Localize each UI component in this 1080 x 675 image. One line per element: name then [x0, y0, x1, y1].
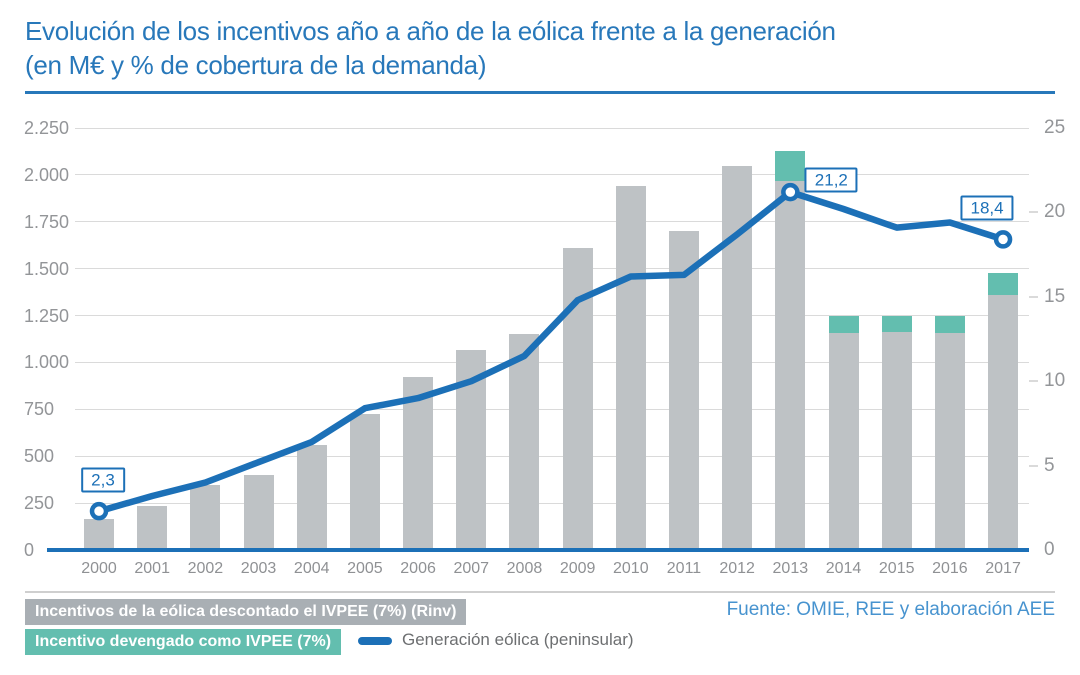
right-axis-label: 15 — [1044, 285, 1066, 307]
bar-gray-2001 — [137, 505, 168, 550]
bar-gray-2002 — [190, 485, 221, 550]
bar-gray-2005 — [349, 414, 380, 550]
bar-teal-2016 — [934, 315, 965, 334]
x-axis-line — [47, 548, 1029, 552]
line-marker-2000 — [89, 501, 109, 521]
left-axis-label: 1.500 — [24, 258, 70, 279]
bar-gray-2010 — [615, 186, 646, 550]
left-axis-label: 1.250 — [24, 305, 70, 326]
x-axis-label-2014: 2014 — [825, 560, 862, 577]
bar-gray-2006 — [403, 377, 434, 550]
right-axis-label: 20 — [1044, 201, 1066, 223]
line-legend-label: Generación eólica (peninsular) — [402, 630, 634, 649]
chart-title-line-1: Evolución de los incentivos año a año de… — [25, 16, 836, 46]
x-axis-label-2012: 2012 — [719, 560, 755, 577]
x-axis-label-2008: 2008 — [506, 560, 543, 577]
x-axis-label-2003: 2003 — [240, 560, 277, 577]
callout-2017: 18,4 — [960, 195, 1014, 221]
right-axis-label: 5 — [1044, 454, 1055, 476]
left-axis-label: 2.000 — [24, 164, 70, 185]
line-marker-2017 — [993, 230, 1013, 249]
left-axis-label: 0 — [24, 540, 35, 560]
bar-gray-2016 — [934, 333, 965, 550]
x-axis-label-2015: 2015 — [878, 560, 915, 577]
x-axis-label-2005: 2005 — [347, 560, 383, 577]
grid-line — [75, 221, 1029, 223]
bar-gray-2007 — [456, 350, 487, 550]
callout-2013: 21,2 — [804, 167, 858, 193]
right-axis-tick — [1029, 380, 1038, 383]
right-axis-label: 0 — [1044, 539, 1055, 560]
right-axis-tick — [1029, 211, 1038, 214]
chart-title-line-2: (en M€ y % de cobertura de la demanda) — [25, 50, 487, 80]
left-axis-label: 750 — [24, 399, 55, 420]
left-axis-label: 500 — [24, 446, 55, 467]
x-axis-label-2007: 2007 — [453, 560, 490, 577]
right-axis-tick — [1029, 464, 1038, 467]
bar-teal-2013 — [775, 151, 806, 182]
x-axis-label-2001: 2001 — [134, 560, 170, 577]
bar-gray-2015 — [881, 332, 912, 550]
x-axis-label-2016: 2016 — [932, 560, 968, 577]
bar-gray-2011 — [668, 231, 699, 550]
source-credit: Fuente: OMIE, REE y elaboración AEE — [726, 599, 1055, 620]
left-axis-label: 1.750 — [24, 211, 70, 232]
callout-2000: 2,3 — [81, 467, 125, 493]
x-axis-label-2011: 2011 — [666, 560, 702, 577]
line-legend-swatch — [358, 637, 392, 645]
legend-gray-bars-label: Incentivos de la eólica descontado el IV… — [25, 599, 467, 625]
x-axis-label-2000: 2000 — [81, 560, 117, 577]
grid-line — [75, 268, 1029, 270]
bar-teal-2015 — [881, 315, 912, 333]
bar-gray-2014 — [828, 333, 859, 550]
title-underline — [25, 91, 1055, 94]
legend-teal-bars-label: Incentivo devengado como IVPEE (7%) — [25, 629, 342, 655]
x-axis-label-2013: 2013 — [772, 560, 809, 577]
x-axis-label-2009: 2009 — [559, 560, 596, 577]
bar-gray-2017 — [988, 294, 1019, 550]
right-axis-tick — [1029, 295, 1038, 298]
left-axis-label: 1.000 — [24, 352, 70, 373]
x-axis-label-2004: 2004 — [293, 560, 330, 577]
bar-gray-2009 — [562, 248, 593, 550]
bar-gray-2000 — [84, 519, 114, 550]
bar-gray-2012 — [722, 166, 753, 550]
generation-line — [95, 188, 1007, 515]
bar-teal-2014 — [828, 315, 859, 334]
legend-divider — [25, 591, 1055, 593]
left-axis-label: 250 — [24, 493, 55, 514]
x-axis-label-2006: 2006 — [400, 560, 436, 577]
left-axis-label: 2.250 — [24, 118, 70, 138]
bar-gray-2013 — [775, 181, 806, 550]
bar-gray-2003 — [243, 474, 274, 550]
right-axis-label: 25 — [1044, 117, 1066, 138]
x-axis-label-2010: 2010 — [613, 560, 649, 577]
x-axis-label-2017: 2017 — [985, 560, 1021, 577]
bar-gray-2008 — [509, 334, 540, 550]
bar-teal-2017 — [988, 273, 1019, 295]
grid-line — [75, 174, 1029, 176]
grid-line — [75, 127, 1029, 129]
chart-title: Evolución de los incentivos año a año de… — [25, 14, 1055, 82]
x-axis-label-2002: 2002 — [187, 560, 224, 577]
right-axis-label: 10 — [1044, 370, 1066, 392]
bar-gray-2004 — [296, 444, 327, 550]
